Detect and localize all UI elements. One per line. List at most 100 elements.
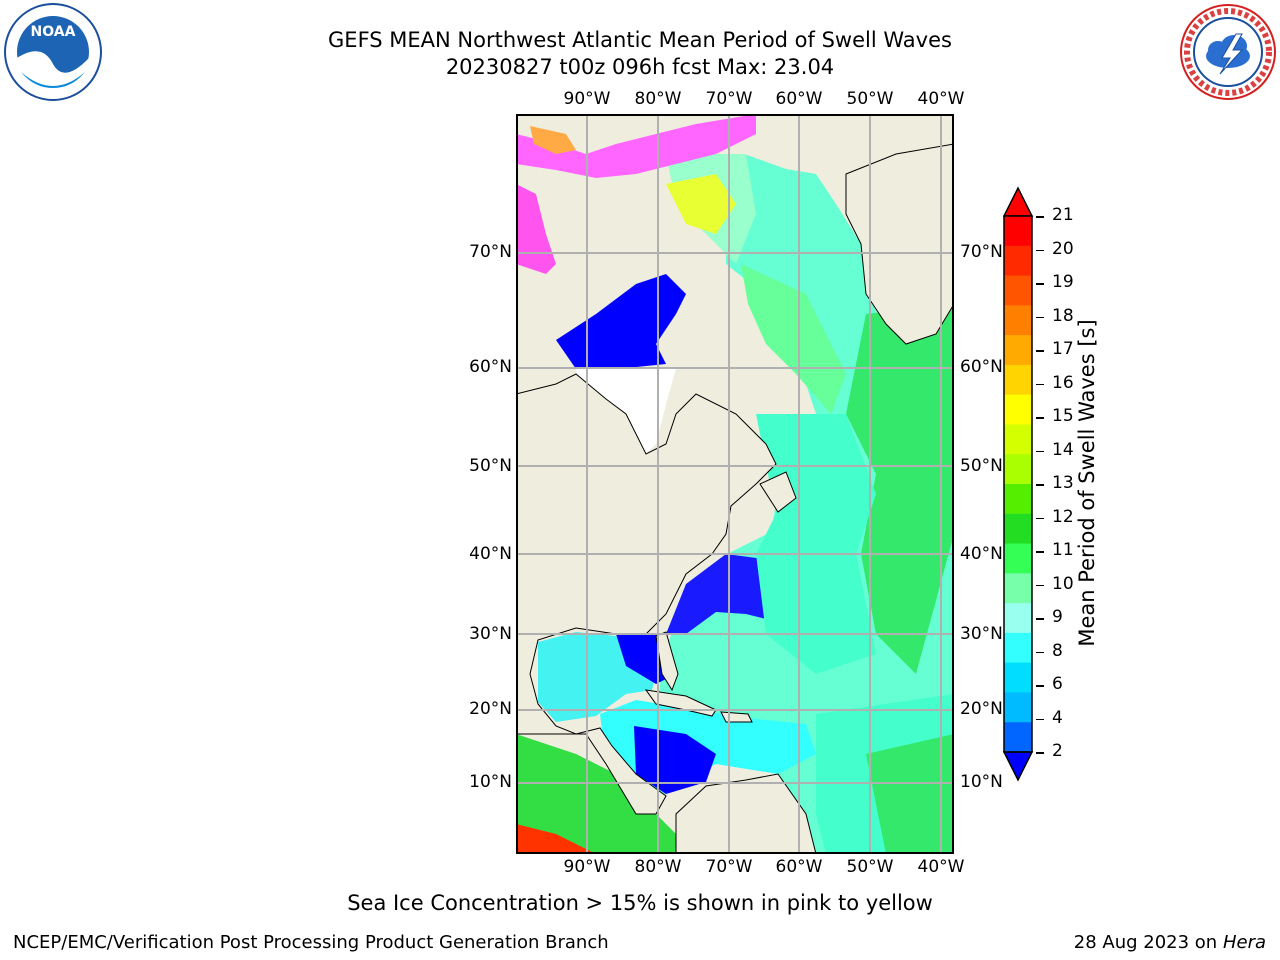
noaa-logo-text: NOAA <box>31 24 76 40</box>
lon-label-top: 70°W <box>705 89 753 109</box>
colorbar-tick-mark <box>1036 383 1044 385</box>
colorbar-tick-label: 21 <box>1052 205 1074 225</box>
lon-label-bottom: 50°W <box>846 857 894 877</box>
greenland <box>845 143 954 345</box>
south-america-swell-red <box>516 824 596 854</box>
colorbar-tick-label: 15 <box>1052 406 1074 426</box>
colorbar-tick-mark <box>1036 584 1044 586</box>
sea-ice-north <box>516 114 756 178</box>
map-canvas <box>516 114 954 854</box>
colorbar-tick-mark <box>1036 417 1044 419</box>
newfoundland <box>759 471 797 513</box>
colorbar-tick-mark <box>1036 283 1044 285</box>
colorbar-cell <box>1004 394 1032 425</box>
colorbar-tick-label: 2 <box>1052 741 1063 761</box>
colorbar-top-arrow <box>1002 186 1034 217</box>
colorbar-tick-mark <box>1036 249 1044 251</box>
colorbar-tick-label: 12 <box>1052 506 1074 527</box>
colorbar-cell <box>1004 335 1032 366</box>
colorbar-tick-mark <box>1036 651 1044 653</box>
colorbar-cell <box>1004 484 1032 515</box>
nws-logo-icon <box>1178 2 1278 102</box>
colorbar <box>1000 186 1036 782</box>
hudson-bay <box>556 274 686 369</box>
colorbar-tick-label: 16 <box>1052 372 1074 393</box>
lon-label-top: 80°W <box>634 89 682 109</box>
sea-ice-west <box>516 184 556 274</box>
lon-label-top: 40°W <box>917 89 965 109</box>
hudson-white <box>576 369 676 454</box>
colorbar-tick-label: 4 <box>1052 707 1063 728</box>
colorbar-tick-mark <box>1036 618 1044 620</box>
south-america-swell-green <box>516 734 676 854</box>
florida <box>655 631 679 692</box>
map-title: GEFS MEAN Northwest Atlantic Mean Period… <box>328 28 952 52</box>
colorbar-label: Mean Period of Swell Waves [s] <box>1075 319 1099 647</box>
swell-band-green-east <box>846 304 954 674</box>
lon-label-bottom: 80°W <box>634 857 682 877</box>
sea-ice-orange <box>530 126 576 154</box>
colorbar-tick-mark <box>1036 316 1044 318</box>
colorbar-cell <box>1004 662 1032 693</box>
lat-label-left: 10°N <box>469 772 512 792</box>
lat-label-right: 10°N <box>960 772 1003 792</box>
lat-label-left: 70°N <box>469 242 512 262</box>
colorbar-tick-mark <box>1036 551 1044 553</box>
colorbar-cell <box>1004 692 1032 723</box>
colorbar-cell <box>1004 424 1032 455</box>
lon-label-bottom: 40°W <box>917 857 965 877</box>
map-panel[interactable] <box>516 114 954 854</box>
colorbar-tick-label: 13 <box>1052 473 1074 493</box>
colorbar-cell <box>1004 573 1032 604</box>
swell-band-south-green <box>866 734 954 854</box>
lat-label-right: 40°N <box>960 544 1003 564</box>
lat-label-left: 60°N <box>469 357 512 377</box>
lat-label-left: 40°N <box>469 544 512 564</box>
colorbar-tick-mark <box>1036 752 1044 754</box>
colorbar-cell <box>1004 364 1032 396</box>
colorbar-cell <box>1004 275 1032 306</box>
map-frame <box>516 114 954 854</box>
colorbar-tick-mark <box>1036 685 1044 687</box>
colorbar-tick-label: 17 <box>1052 339 1074 359</box>
baffin-yellow <box>666 174 736 234</box>
lat-label-left: 20°N <box>469 699 512 719</box>
colorbar-cell <box>1004 454 1032 485</box>
lat-label-right: 30°N <box>960 624 1003 644</box>
colorbar-tick-label: 19 <box>1052 272 1074 292</box>
colorbar-tick-label: 14 <box>1052 439 1074 460</box>
lon-label-top: 50°W <box>846 89 894 109</box>
date-text: 28 Aug 2023 on <box>1073 932 1218 953</box>
colorbar-tick-mark <box>1036 517 1044 519</box>
lat-label-left: 50°N <box>469 456 512 476</box>
map-subtitle: 20230827 t00z 096h fcst Max: 23.04 <box>445 55 835 79</box>
colorbar-cell <box>1004 513 1032 545</box>
graticule <box>516 114 954 854</box>
colorbar-cell <box>1004 722 1032 753</box>
lat-label-left: 30°N <box>469 624 512 644</box>
colorbar-tick-label: 20 <box>1052 238 1074 259</box>
colorbar-cell <box>1004 216 1032 247</box>
lon-label-bottom: 90°W <box>563 857 611 877</box>
host-name: Hera <box>1222 932 1266 953</box>
lon-label-top: 90°W <box>563 89 611 109</box>
colorbar-tick-label: 6 <box>1052 674 1063 694</box>
colorbar-cell <box>1004 245 1032 277</box>
colorbar-tick-label: 10 <box>1052 573 1074 594</box>
colorbar-tick-label: 8 <box>1052 640 1063 661</box>
lat-label-right: 60°N <box>960 357 1003 377</box>
sea-ice-note: Sea Ice Concentration > 15% is shown in … <box>347 891 933 915</box>
labrador-sea <box>741 264 846 414</box>
colorbar-bottom-arrow <box>1002 751 1034 782</box>
north-america-coast <box>516 373 777 815</box>
colorbar-tick-mark <box>1036 450 1044 452</box>
lat-label-right: 50°N <box>960 456 1003 476</box>
colorbar-tick-mark <box>1036 350 1044 352</box>
colorbar-tick-label: 11 <box>1052 540 1074 560</box>
lon-label-top: 60°W <box>775 89 823 109</box>
colorbar-cell <box>1004 603 1032 634</box>
colorbar-tick-label: 9 <box>1052 607 1063 627</box>
colorbar-tick-mark <box>1036 216 1044 218</box>
colorbar-tick-mark <box>1036 718 1044 720</box>
noaa-logo-icon: NOAA <box>2 2 104 102</box>
